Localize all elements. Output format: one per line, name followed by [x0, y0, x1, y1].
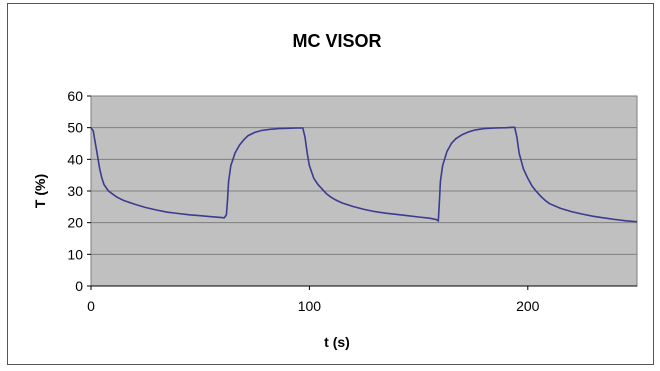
x-axis-label: t (s)	[324, 334, 350, 350]
x-tick-label: 0	[87, 298, 95, 314]
x-tick-label: 100	[298, 298, 322, 314]
y-tick-label: 60	[67, 88, 83, 104]
y-tick-label: 10	[67, 246, 83, 262]
x-tick-labels: 0 100 200	[87, 285, 637, 314]
y-tick-label: 20	[67, 215, 83, 231]
chart-title: MC VISOR	[292, 31, 381, 51]
gridlines	[91, 127, 637, 255]
y-tick-label: 50	[67, 120, 83, 136]
y-tick-label: 40	[67, 151, 83, 167]
y-axis-label: T (%)	[32, 174, 48, 208]
y-tick-label: 30	[67, 183, 83, 199]
x-tick-label: 200	[516, 298, 540, 314]
y-tick-label: 0	[75, 278, 83, 294]
series-line	[90, 126, 638, 223]
y-tick-labels: 0 10 20 30 40 50 60	[67, 88, 91, 294]
